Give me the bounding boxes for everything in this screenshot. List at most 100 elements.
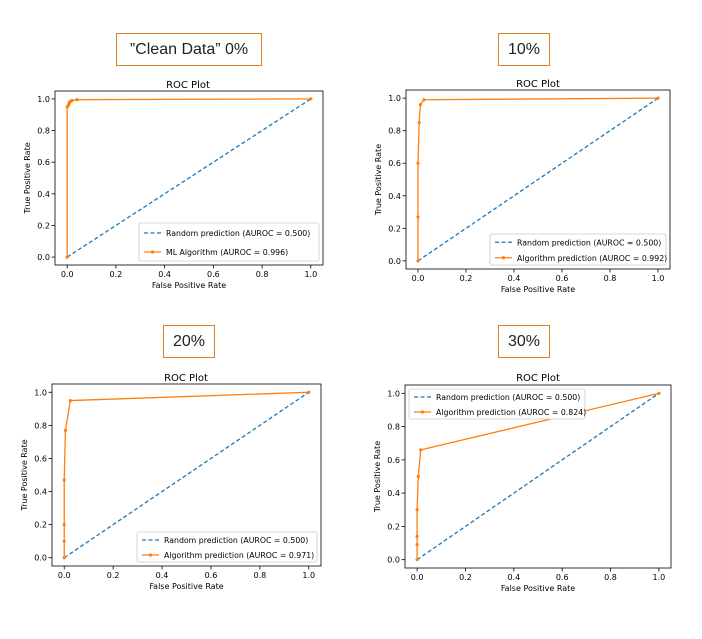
y-axis-label: True Positive Rate — [373, 441, 382, 513]
y-tick-label: 0.8 — [388, 127, 401, 136]
x-tick-label: 0.2 — [459, 573, 472, 582]
legend-box — [489, 233, 667, 266]
legend-entry: Random prediction (AUROC = 0.500) — [166, 229, 310, 238]
x-tick-label: 0.4 — [507, 573, 520, 582]
algorithm-point — [309, 97, 313, 101]
algorithm-point — [417, 120, 421, 125]
chart-title: ROC Plot — [516, 373, 560, 384]
legend-marker — [420, 410, 425, 414]
y-tick-label: 0.0 — [34, 554, 47, 563]
algorithm-point — [62, 539, 66, 543]
y-axis-label: True Positive Rate — [20, 439, 29, 511]
y-tick-label: 0.8 — [37, 127, 50, 136]
y-axis-label: True Positive Rate — [23, 142, 32, 214]
algorithm-point — [415, 534, 419, 538]
algorithm-point — [416, 161, 420, 165]
random-prediction-line — [416, 392, 660, 561]
algorithm-point — [416, 474, 420, 479]
y-tick-label: 0.6 — [34, 454, 47, 463]
caption-30-percent: 30% — [498, 325, 550, 358]
chart-title: ROC Plot — [166, 80, 210, 91]
x-tick-label: 0.6 — [207, 270, 220, 279]
algorithm-point — [75, 98, 79, 102]
algorithm-point — [63, 428, 68, 432]
algorithm-point — [656, 96, 660, 100]
caption-20-percent: 20% — [163, 325, 215, 358]
algorithm-point — [415, 508, 419, 512]
algorithm-point — [62, 478, 66, 482]
y-tick-label: 0.4 — [388, 192, 401, 201]
algorithm-point — [62, 556, 66, 560]
algorithm-point — [70, 98, 74, 103]
y-tick-label: 0.8 — [34, 421, 47, 430]
algorithm-point — [415, 543, 419, 547]
x-tick-label: 0.0 — [58, 571, 71, 580]
y-tick-label: 0.0 — [388, 257, 401, 266]
y-tick-label: 0.4 — [34, 488, 47, 497]
x-tick-label: 1.0 — [652, 274, 665, 283]
chart-title: ROC Plot — [164, 373, 208, 384]
y-tick-label: 0.2 — [387, 522, 400, 531]
legend-box — [138, 222, 320, 262]
y-tick-label: 0.4 — [37, 190, 50, 199]
x-tick-label: 1.0 — [302, 571, 315, 580]
legend-entry: Random prediction (AUROC = 0.500) — [517, 238, 661, 247]
x-tick-label: 0.6 — [556, 573, 569, 582]
x-axis-label: False Positive Rate — [149, 582, 223, 591]
y-tick-label: 0.0 — [37, 253, 50, 262]
legend-entry: Random prediction (AUROC = 0.500) — [164, 536, 308, 545]
y-tick-label: 0.4 — [387, 489, 400, 498]
legend-entry: Algorithm prediction (AUROC = 0.824) — [436, 408, 586, 417]
random-prediction-line — [63, 391, 310, 559]
algorithm-point — [307, 390, 311, 394]
y-tick-label: 0.2 — [34, 521, 47, 530]
legend-marker — [150, 250, 155, 254]
caption-clean-data: ”Clean Data” 0% — [116, 33, 262, 66]
legend-box — [136, 531, 318, 563]
y-tick-label: 1.0 — [388, 94, 401, 103]
y-tick-label: 0.6 — [37, 158, 50, 167]
x-tick-label: 1.0 — [653, 573, 666, 582]
plot-frame — [51, 383, 322, 567]
x-tick-label: 0.8 — [256, 270, 269, 279]
x-tick-label: 0.8 — [604, 573, 617, 582]
x-tick-label: 0.4 — [156, 571, 169, 580]
y-axis-label: True Positive Rate — [374, 144, 383, 216]
algorithm-point — [657, 391, 661, 395]
y-tick-label: 1.0 — [37, 95, 50, 104]
y-tick-label: 0.6 — [387, 456, 400, 465]
x-axis-label: False Positive Rate — [152, 281, 226, 290]
y-tick-label: 0.2 — [37, 221, 50, 230]
chart-title: ROC Plot — [516, 79, 560, 90]
algorithm-point — [65, 255, 69, 259]
x-tick-label: 0.8 — [604, 274, 617, 283]
algorithm-point — [419, 448, 423, 452]
y-tick-label: 1.0 — [34, 388, 47, 397]
x-tick-label: 0.6 — [556, 274, 569, 283]
plot-frame — [54, 90, 324, 266]
x-tick-label: 0.4 — [158, 270, 171, 279]
algorithm-point — [418, 103, 422, 107]
x-tick-label: 0.0 — [412, 274, 425, 283]
legend-entry: Algorithm prediction (AUROC = 0.971) — [164, 551, 314, 560]
y-tick-label: 0.8 — [387, 423, 400, 432]
x-tick-label: 0.0 — [61, 270, 74, 279]
legend-entry: Algorithm prediction (AUROC = 0.992) — [517, 254, 667, 263]
x-tick-label: 0.0 — [411, 573, 424, 582]
y-tick-label: 0.6 — [388, 159, 401, 168]
legend-box — [408, 388, 586, 420]
algorithm-point — [62, 523, 66, 527]
legend-entry: Random prediction (AUROC = 0.500) — [436, 393, 580, 402]
plot-frame — [405, 89, 671, 270]
x-tick-label: 0.8 — [253, 571, 266, 580]
legend-marker — [148, 553, 153, 557]
legend-entry: ML Algorithm (AUROC = 0.996) — [166, 248, 288, 257]
y-tick-label: 0.2 — [388, 224, 401, 233]
x-tick-label: 0.2 — [110, 270, 123, 279]
y-tick-label: 1.0 — [387, 389, 400, 398]
x-tick-label: 0.6 — [205, 571, 218, 580]
x-tick-label: 0.2 — [460, 274, 473, 283]
